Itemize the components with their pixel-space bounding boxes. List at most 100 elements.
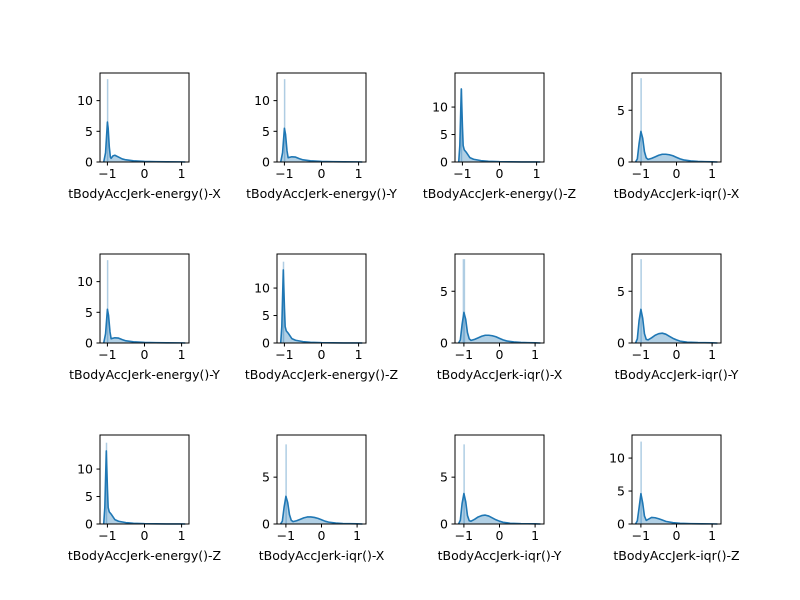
y-tick-label: 0 — [617, 517, 625, 532]
density-line — [279, 269, 363, 344]
density-area — [280, 269, 363, 343]
axes-frame — [454, 72, 545, 163]
x-tick-label: 1 — [708, 166, 716, 181]
x-axis-label: tBodyAccJerk-energy()-Y — [246, 186, 397, 201]
x-tick-label: 0 — [318, 166, 326, 181]
y-tick-label: 0 — [85, 517, 93, 532]
x-axis-label: tBodyAccJerk-energy()-Z — [68, 548, 221, 563]
x-tick-label: −1 — [98, 347, 116, 362]
x-tick-label: 1 — [178, 166, 186, 181]
density-line — [102, 121, 186, 163]
x-tick-label: 1 — [708, 528, 716, 543]
x-tick-label: −1 — [277, 528, 295, 543]
x-tick-label: −1 — [632, 347, 650, 362]
x-tick-label: −1 — [453, 166, 471, 181]
y-tick-label: 5 — [262, 124, 270, 139]
y-tick-label: 5 — [440, 127, 448, 142]
y-tick-label: 0 — [440, 155, 448, 170]
hist-bar — [640, 78, 642, 162]
density-line — [457, 88, 541, 163]
y-tick-label: 5 — [85, 489, 93, 504]
subplot-7: −1 0 1 0 5 tBodyAccJerk-iqr()-X — [437, 253, 563, 382]
hist-bar — [106, 260, 109, 343]
x-tick-label: 1 — [531, 347, 539, 362]
x-axis-label: tBodyAccJerk-iqr()-X — [614, 186, 740, 201]
y-tick-label: 10 — [254, 281, 270, 296]
density-line — [634, 308, 718, 344]
x-tick-label: 0 — [496, 166, 504, 181]
x-axis-label: tBodyAccJerk-iqr()-X — [437, 367, 563, 382]
y-tick-label: 0 — [85, 336, 93, 351]
density-line — [102, 308, 186, 344]
y-tick-label: 5 — [85, 305, 93, 320]
density-line — [634, 492, 718, 525]
x-tick-label: −1 — [632, 166, 650, 181]
y-tick-label: 0 — [85, 155, 93, 170]
axes-frame — [631, 253, 722, 344]
axes-frame — [276, 72, 367, 163]
y-tick-label: 10 — [432, 100, 448, 115]
hist-bar — [462, 259, 466, 343]
x-tick-label: −1 — [455, 528, 473, 543]
y-tick-label: 5 — [85, 124, 93, 139]
y-tick-label: 10 — [77, 93, 93, 108]
y-tick-label: 0 — [262, 517, 270, 532]
x-tick-label: 0 — [318, 347, 326, 362]
y-tick-label: 0 — [262, 155, 270, 170]
x-tick-label: 1 — [355, 166, 363, 181]
x-tick-label: 0 — [141, 166, 149, 181]
x-tick-label: −1 — [98, 528, 116, 543]
x-tick-label: 0 — [673, 528, 681, 543]
x-tick-label: −1 — [455, 347, 473, 362]
axes-frame — [99, 253, 190, 344]
x-tick-label: 0 — [496, 347, 504, 362]
axes-frame — [276, 253, 367, 344]
y-tick-label: 5 — [617, 484, 625, 499]
density-line — [634, 130, 718, 163]
y-tick-label: 5 — [440, 470, 448, 485]
y-tick-label: 10 — [77, 462, 93, 477]
hist-bar — [283, 79, 286, 162]
y-tick-label: 0 — [262, 336, 270, 351]
x-tick-label: 1 — [355, 347, 363, 362]
x-axis-label: tBodyAccJerk-energy()-X — [68, 186, 221, 201]
density-area — [103, 309, 186, 343]
y-tick-label: 5 — [440, 284, 448, 299]
x-axis-label: tBodyAccJerk-iqr()-X — [259, 548, 385, 563]
x-axis-label: tBodyAccJerk-energy()-Z — [245, 367, 398, 382]
y-tick-label: 0 — [617, 155, 625, 170]
y-tick-label: 10 — [77, 274, 93, 289]
x-tick-label: 0 — [318, 528, 326, 543]
x-axis-label: tBodyAccJerk-iqr()-Y — [615, 367, 739, 382]
x-tick-label: −1 — [98, 166, 116, 181]
y-tick-label: 10 — [254, 93, 270, 108]
y-tick-label: 0 — [617, 336, 625, 351]
hist-bar — [640, 259, 642, 343]
y-tick-label: 5 — [262, 308, 270, 323]
density-area — [280, 496, 363, 524]
axes-frame — [276, 434, 367, 525]
hist-bar — [460, 88, 463, 162]
hist-bar — [106, 79, 109, 162]
density-area — [458, 493, 541, 524]
density-area — [280, 128, 363, 162]
density-line — [279, 495, 363, 525]
x-tick-label: 0 — [673, 166, 681, 181]
axes-frame — [631, 72, 722, 163]
x-tick-label: 0 — [141, 528, 149, 543]
density-area — [458, 88, 541, 162]
hist-bar — [640, 441, 642, 524]
subplot-8: −1 0 1 0 5 tBodyAccJerk-iqr()-Y — [615, 253, 739, 382]
density-area — [458, 312, 541, 343]
y-tick-label: 0 — [440, 517, 448, 532]
density-area — [635, 309, 718, 343]
density-area — [635, 493, 718, 524]
x-tick-label: 1 — [533, 166, 541, 181]
density-line — [457, 492, 541, 525]
